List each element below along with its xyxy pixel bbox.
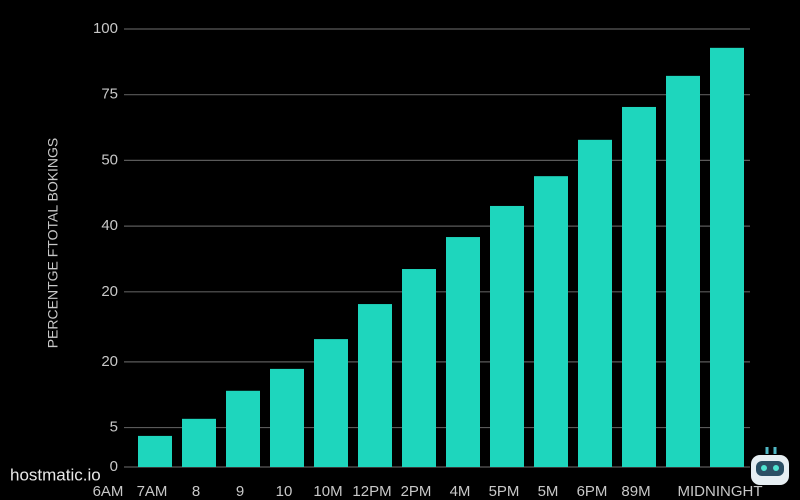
bar — [358, 304, 392, 467]
y-axis-label: PERCENTGE FTOTAL BOKINGS — [45, 138, 61, 349]
x-tick-label: MIDNINGHT — [678, 483, 763, 500]
x-tick-label: 89M — [621, 483, 650, 500]
y-tick-label: 50 — [101, 151, 118, 168]
y-tick-label: 20 — [101, 283, 118, 300]
y-tick-label: 75 — [101, 86, 118, 103]
y-tick-label: 40 — [101, 217, 118, 234]
bar — [314, 339, 348, 467]
bar — [182, 418, 216, 467]
x-tick-label: 10M — [313, 483, 342, 500]
x-tick-label: 7AM — [137, 483, 168, 500]
bar — [710, 47, 744, 468]
bar — [534, 176, 568, 467]
robot-icon — [751, 447, 789, 485]
x-tick-label: 8 — [192, 483, 200, 500]
bar — [402, 269, 436, 467]
x-tick-label: 10 — [276, 483, 293, 500]
bar — [490, 205, 524, 467]
bar — [226, 390, 260, 467]
x-tick-label: 5PM — [489, 483, 520, 500]
y-tick-label: 5 — [110, 419, 118, 436]
x-tick-label: 2PM — [401, 483, 432, 500]
bar — [270, 368, 304, 467]
x-tick-label: 12PM — [352, 483, 391, 500]
x-tick-label: 6AM — [93, 483, 124, 500]
x-tick-label: 5M — [538, 483, 559, 500]
bar — [622, 106, 656, 468]
y-tick-label: 0 — [110, 458, 118, 475]
x-tick-label: 9 — [236, 483, 244, 500]
bar — [578, 139, 612, 467]
bar — [138, 435, 172, 467]
y-tick-label: 20 — [101, 353, 118, 370]
watermark: hostmatic.io — [10, 465, 101, 484]
bar — [446, 237, 480, 467]
bar — [666, 75, 700, 467]
y-tick-label: 100 — [93, 20, 118, 37]
x-tick-label: 6PM — [577, 483, 608, 500]
x-tick-label: 4M — [450, 483, 471, 500]
